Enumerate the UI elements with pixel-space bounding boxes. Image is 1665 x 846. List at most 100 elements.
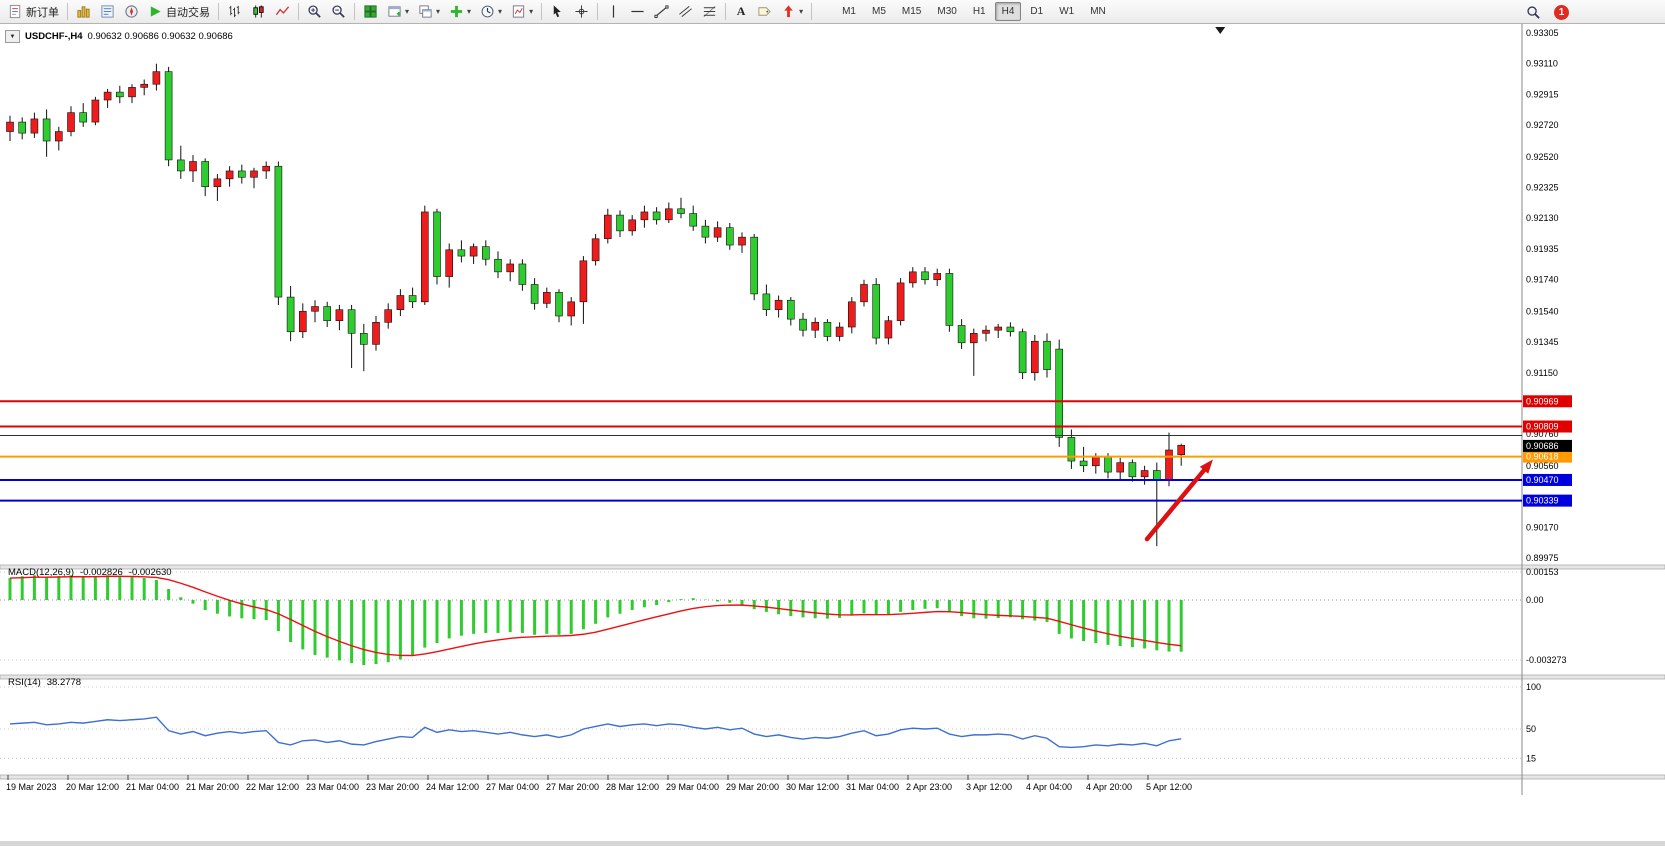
price-axis-label: 0.90170 [1526, 522, 1559, 532]
zoom-in-button[interactable] [303, 2, 326, 22]
market-watch-icon [101, 5, 114, 18]
candle [567, 301, 576, 317]
candle [945, 273, 954, 326]
time-axis-label: 2 Apr 23:00 [906, 782, 952, 792]
timeframe-button-D1[interactable]: D1 [1023, 2, 1050, 21]
candle [982, 329, 990, 334]
ohlc-values: 0.90632 0.90686 0.90632 0.90686 [87, 31, 233, 42]
candle [311, 306, 319, 312]
timeframe-button-MN[interactable]: MN [1083, 2, 1113, 21]
channel-button[interactable] [674, 2, 697, 22]
candle [1153, 470, 1161, 481]
candle [18, 121, 27, 134]
new-order-button[interactable]: 新订单 [4, 2, 63, 22]
periods-button[interactable]: ▾ [476, 2, 506, 22]
zoom-out-button[interactable] [327, 2, 350, 22]
candle [1006, 326, 1015, 333]
vertical-line-button[interactable] [602, 2, 625, 22]
price-axis-label: 0.91150 [1526, 368, 1558, 378]
rsi-indicator-label: RSI(14) 38.2778 [8, 677, 81, 688]
autotrading-button[interactable]: 自动交易 [144, 2, 214, 22]
profiles-button[interactable]: ▾ [414, 2, 444, 22]
cursor-button[interactable] [546, 2, 569, 22]
macd-axis-label: 0.00 [1526, 595, 1544, 605]
annotation-arrow-head[interactable] [1199, 459, 1213, 474]
chart-menu-button[interactable]: ▼ [5, 30, 20, 43]
price-tag [1523, 450, 1572, 463]
time-axis-label: 21 Mar 20:00 [186, 782, 239, 792]
new-chart-button[interactable]: ▾ [383, 2, 413, 22]
timeframe-button-M15[interactable]: M15 [895, 2, 928, 21]
candle [250, 170, 258, 178]
timeframe-button-W1[interactable]: W1 [1052, 2, 1081, 21]
price-tag-label: 0.90470 [1526, 475, 1559, 485]
market-watch-button[interactable] [96, 2, 119, 22]
chart-area[interactable]: 0.93305 0.93110 0.92915 0.92720 0.92520 0.923… [0, 24, 1665, 846]
candle [445, 249, 454, 277]
timeframe-button-H4[interactable]: H4 [994, 2, 1022, 21]
panel-separator[interactable] [0, 674, 1665, 680]
time-axis-label: 27 Mar 20:00 [546, 782, 599, 792]
navigator-icon [125, 5, 138, 18]
panel-separator[interactable] [0, 774, 1665, 780]
trendline-button[interactable] [650, 2, 673, 22]
candle [420, 211, 429, 303]
arrows-button[interactable]: ▾ [777, 2, 807, 22]
chart-shift-marker[interactable] [1215, 27, 1226, 34]
price-axis-label: 0.91345 [1526, 337, 1559, 347]
toolbar-right-group: 1 [1522, 0, 1569, 24]
candle [713, 227, 722, 238]
horizontal-line-button[interactable] [626, 2, 649, 22]
candle [860, 284, 868, 303]
candle [689, 213, 698, 227]
price-axis-label: 0.91540 [1526, 306, 1559, 316]
templates-button[interactable]: ▾ [507, 2, 537, 22]
candle [1055, 348, 1063, 438]
charts-button[interactable] [72, 2, 95, 22]
candle [238, 170, 246, 178]
candle [189, 161, 197, 172]
candle [799, 318, 807, 331]
crosshair-button[interactable] [570, 2, 593, 22]
text-label-button[interactable] [753, 2, 776, 22]
candle [225, 170, 234, 180]
cursor-icon [553, 5, 561, 18]
price-axis-label: 0.92325 [1526, 183, 1559, 193]
autotrading-label: 自动交易 [166, 6, 210, 19]
candle [786, 299, 795, 320]
candle [908, 271, 917, 284]
candle [323, 306, 332, 322]
candle [384, 309, 393, 323]
timeframe-button-M1[interactable]: M1 [835, 2, 863, 21]
rsi-line [9, 716, 1182, 749]
annotation-arrow[interactable] [1144, 468, 1207, 542]
price-axis-label: 0.92915 [1526, 89, 1559, 99]
candle [408, 295, 417, 303]
main-toolbar: 新订单 自动交易 [0, 0, 1665, 24]
chevron-down-icon: ▾ [405, 6, 410, 16]
candle [823, 322, 832, 337]
panel-separator[interactable] [0, 564, 1665, 570]
tile-windows-button[interactable] [359, 2, 382, 22]
label-icon [758, 7, 771, 16]
notification-badge[interactable]: 1 [1554, 4, 1569, 20]
candle [1140, 470, 1149, 478]
rsi-title: RSI(14) [8, 677, 41, 688]
candlestick-chart-button[interactable] [247, 2, 270, 22]
search-button[interactable] [1522, 2, 1545, 22]
navigator-button[interactable] [120, 2, 143, 22]
time-axis-label: 28 Mar 12:00 [606, 782, 659, 792]
text-button[interactable]: A [730, 2, 752, 22]
indicators-button[interactable]: ▾ [445, 2, 475, 22]
price-tag [1523, 395, 1572, 408]
candle [140, 83, 148, 88]
fibonacci-button[interactable] [698, 2, 721, 22]
timeframe-button-M5[interactable]: M5 [865, 2, 893, 21]
time-axis-label: 3 Apr 12:00 [966, 782, 1012, 792]
chart-header: ▼ USDCHF-,H4 0.90632 0.90686 0.90632 0.9… [5, 30, 233, 43]
price-axis-label: 0.92720 [1526, 120, 1559, 130]
line-chart-button[interactable] [271, 2, 294, 22]
bar-chart-button[interactable] [223, 2, 246, 22]
timeframe-button-M30[interactable]: M30 [930, 2, 963, 21]
timeframe-button-H1[interactable]: H1 [966, 2, 993, 21]
